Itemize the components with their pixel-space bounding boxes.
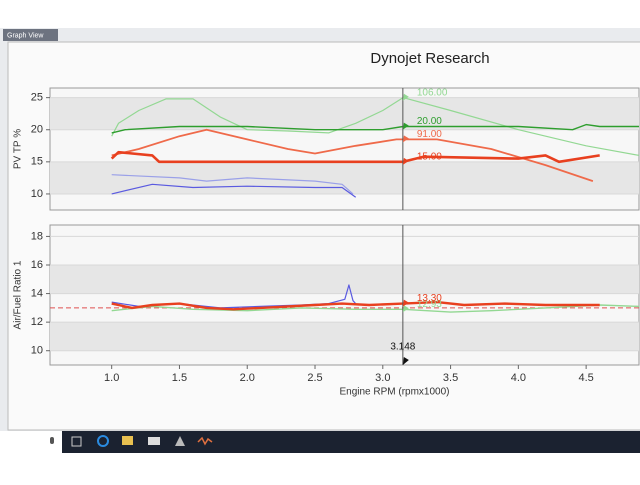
x-tick-label: 3.0 — [375, 372, 390, 384]
y-tick-label: 20 — [31, 124, 43, 136]
explorer-icon[interactable] — [122, 436, 133, 445]
y-tick-label: 15 — [31, 156, 43, 168]
cursor-marker — [402, 135, 409, 143]
series-line — [111, 174, 354, 195]
x-tick-label: 4.5 — [578, 372, 593, 384]
cursor-marker — [402, 157, 409, 165]
grid-band — [50, 97, 639, 130]
y-axis-label: PV TP % — [13, 129, 24, 169]
cursor-marker — [402, 93, 409, 101]
x-tick-label: 2.5 — [307, 372, 322, 384]
x-tick-label: 4.0 — [511, 372, 526, 384]
mic-icon[interactable] — [50, 437, 54, 444]
x-tick-label: 1.0 — [104, 372, 119, 384]
cursor-x-value: 3.148 — [390, 342, 415, 353]
series-line — [111, 97, 640, 156]
y-tick-label: 25 — [31, 92, 43, 104]
series-line — [111, 300, 600, 311]
graph-title: Dynojet Research — [370, 50, 489, 67]
cursor-value: 15.00 — [417, 151, 442, 162]
series-line — [111, 183, 357, 198]
y-tick-label: 10 — [31, 345, 43, 357]
plots: 10 15 20 25 PV TP % 106.00 20.00 91.00 15.00 10 12… — [13, 87, 640, 398]
y-tick-label: 18 — [31, 230, 43, 242]
tab-label[interactable]: Graph View — [7, 32, 44, 39]
taskbar — [62, 431, 640, 453]
series-line — [111, 304, 640, 313]
tab[interactable] — [3, 29, 58, 41]
app-icon[interactable] — [175, 436, 185, 446]
x-axis-label: Engine RPM (rpmx1000) — [339, 387, 449, 398]
y-tick-label: 12 — [31, 316, 43, 328]
cursor-x-marker — [402, 357, 409, 365]
edge-icon[interactable] — [97, 435, 109, 447]
task-view-icon[interactable] — [71, 436, 82, 447]
grid-band — [50, 322, 639, 351]
grid-band — [50, 265, 639, 294]
y-tick-label: 16 — [31, 259, 43, 271]
y-tick-label: 14 — [31, 287, 43, 299]
cursor-value: 20.00 — [417, 116, 442, 127]
series-line — [111, 128, 594, 182]
x-tick-label: 1.5 — [172, 372, 187, 384]
cursor-value: 13.30 — [417, 293, 442, 304]
cursor-marker — [402, 299, 409, 307]
y-tick-label: 10 — [31, 188, 43, 200]
x-tick-label: 3.5 — [443, 372, 458, 384]
mail-icon[interactable] — [148, 437, 160, 445]
x-tick-label: 2.0 — [240, 372, 255, 384]
cursor-value: 12.93 — [417, 299, 442, 310]
cursor-marker — [402, 122, 409, 130]
cursor-value: 106.00 — [417, 87, 448, 98]
y-axis-label: Air/Fuel Ratio 1 — [13, 260, 24, 329]
cursor-marker — [402, 305, 409, 313]
dyno-icon[interactable] — [197, 436, 213, 446]
cursor-value: 91.00 — [417, 129, 442, 140]
